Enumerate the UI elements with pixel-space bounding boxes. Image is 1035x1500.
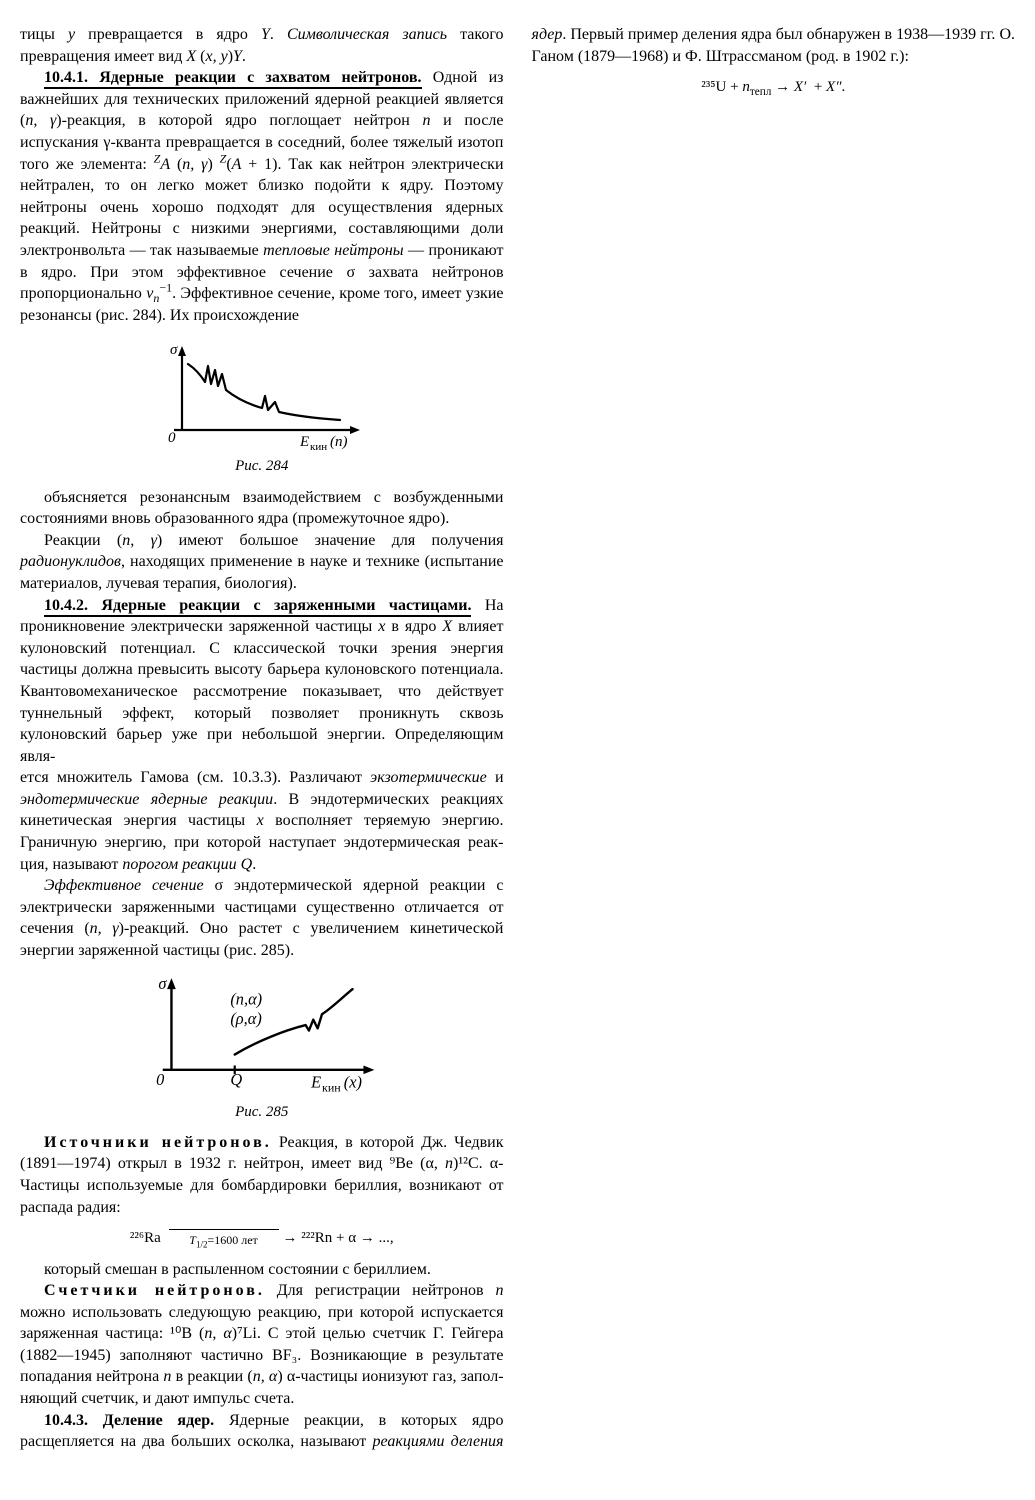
svg-text:(ρ,α): (ρ,α) [230,1009,261,1028]
text: n, α [204,1325,231,1342]
term-symbolic-notation: Симво­лическая запись [287,26,447,43]
text: в реакции ( [171,1368,252,1385]
svg-text:σ: σ [170,342,178,358]
text: A [160,156,170,173]
text: влияет кулоновский потенци­ал. С классич… [20,618,504,765]
text: и [487,769,504,786]
svg-text:E: E [310,1072,321,1091]
fig285-svg: σ 0 Q E кин (x) (n,α) (ρ,α) [122,976,402,1096]
equation-uranium-fission: ²³⁵U + nтепл → X′ + X″. [532,77,1016,97]
text: n, γ [90,920,119,937]
section-title: Деление ядер. [88,1412,214,1429]
svg-text:(n): (n) [330,434,348,450]
section-number: 10.4.3. [44,1412,88,1429]
term-effective-cross-section: Эффективное сечение [44,877,204,894]
fig284-caption: Рис. 284 [20,456,504,476]
svg-text:кин: кин [310,441,327,450]
para-resonance-explanation: объясняется резонансным взаимодей­ствием… [20,487,504,530]
figure-285: σ 0 Q E кин (x) (n,α) (ρ,α) Рис. 285 [20,976,504,1122]
text: 10.4.2. [44,597,88,614]
text: Реакции ( [44,532,122,549]
section-heading: 10.4.1. Ядерные реакции с захватом нейтр… [44,69,422,89]
para-neutron-counters: Счетчики нейтронов. Для регистрации нейт… [20,1280,504,1410]
heading-neutron-counters: Счетчики нейтронов. [44,1282,265,1299]
equation-radium-decay: ²²⁶Ra T1/2=1600 лет → ²²²Rn + α → ..., [20,1228,504,1248]
text: ²²⁶Ra [130,1230,161,1246]
text: Для регистрации нейтронов [265,1282,496,1299]
two-column-layout: тицы y превращается в ядро Y. Симво­личе… [20,24,1015,1476]
text: x, y [205,48,227,65]
text: который смешан в распыленном состоя­нии … [44,1261,431,1278]
svg-text:E: E [299,434,309,450]
text: 10.4.1. [44,69,88,86]
svg-text:(x): (x) [344,1072,362,1091]
text: n, γ [122,532,157,549]
text: n, α [253,1368,278,1385]
para-mixed-beryllium: который смешан в распыленном состоя­нии … [20,1259,504,1281]
term-thermal-neutrons: тепловые нейтро­ны [263,242,404,259]
text: . [242,48,246,65]
text: . Первый пример де­ления ядра был обнару… [532,26,1016,65]
figure-284: σ 0 E кин (n) Рис. 284 [20,340,504,476]
text: X [442,618,452,635]
para-radionuclides: Реакции (n, γ) имеют большое зна­чение д… [20,530,504,595]
svg-text:σ: σ [158,976,167,993]
text: X [186,48,196,65]
text: ) [207,156,219,173]
para-gamow: ется множитель Гамова (см. 10.3.3). Разл… [20,767,504,875]
term-reaction-threshold: порогом реакции Q [122,856,252,873]
text: Ядерные реакции с захватом нейтронов. [88,69,422,86]
text: y [68,26,75,43]
text: ) имеют большое зна­чение для получения [157,532,504,549]
text: . [252,856,256,873]
section-10-4-2: 10.4.2. Ядерные реакции с заряжен­ными ч… [20,595,504,768]
heading-neutron-sources: Источники нейтронов. [44,1134,272,1151]
text: ( [170,156,182,173]
text: тицы [20,26,68,43]
text: n, γ [182,156,207,173]
text: x [257,812,264,829]
text: n [496,1282,504,1299]
text: ²²²Rn + α → ..., [301,1230,393,1246]
svg-text:(n,α): (n,α) [230,989,262,1008]
para-intro-continuation: тицы y превращается в ядро Y. Симво­личе… [20,24,504,67]
para-effective-cross-section: Эффективное сечение σ эндотерми­ческой я… [20,875,504,961]
text: Ядерные реакции с заряжен­ными частицами… [88,597,471,614]
text: превращается в ядро [75,26,261,43]
text: T [189,1233,196,1247]
svg-text:кин: кин [322,1080,341,1094]
svg-text:0: 0 [156,1070,164,1089]
text: объясняется резонансным взаимодей­ствием… [20,489,504,528]
text: Y [261,26,270,43]
text: =1600 лет [207,1233,257,1247]
text: в ядро [385,618,442,635]
term-radionuclides: радионуклидов [20,553,121,570]
term-exothermic: экзотермические [370,769,487,786]
text: n, γ [25,112,56,129]
section-heading: 10.4.2. Ядерные реакции с заряжен­ными ч… [44,597,471,617]
term-endothermic: эндотер­мические ядерные реакции [20,791,273,808]
text: A [232,156,242,173]
text: . [270,26,287,43]
fig285-caption: Рис. 285 [20,1102,504,1122]
text: )-реакция, в кото­рой ядро поглощает ней… [56,112,422,129]
svg-text:0: 0 [168,430,176,446]
section-10-4-1: 10.4.1. Ядерные реакции с захватом нейтр… [20,67,504,326]
svg-text:Q: Q [230,1070,242,1089]
para-neutron-sources: Источники нейтронов. Реакция, в которой … [20,1132,504,1218]
fig284-svg: σ 0 E кин (n) [132,340,392,450]
text: Y [233,48,242,65]
text: n [445,1155,453,1172]
text: ется множитель Гамова (см. 10.3.3). Разл… [20,769,370,786]
text: 1/2 [196,1240,208,1250]
